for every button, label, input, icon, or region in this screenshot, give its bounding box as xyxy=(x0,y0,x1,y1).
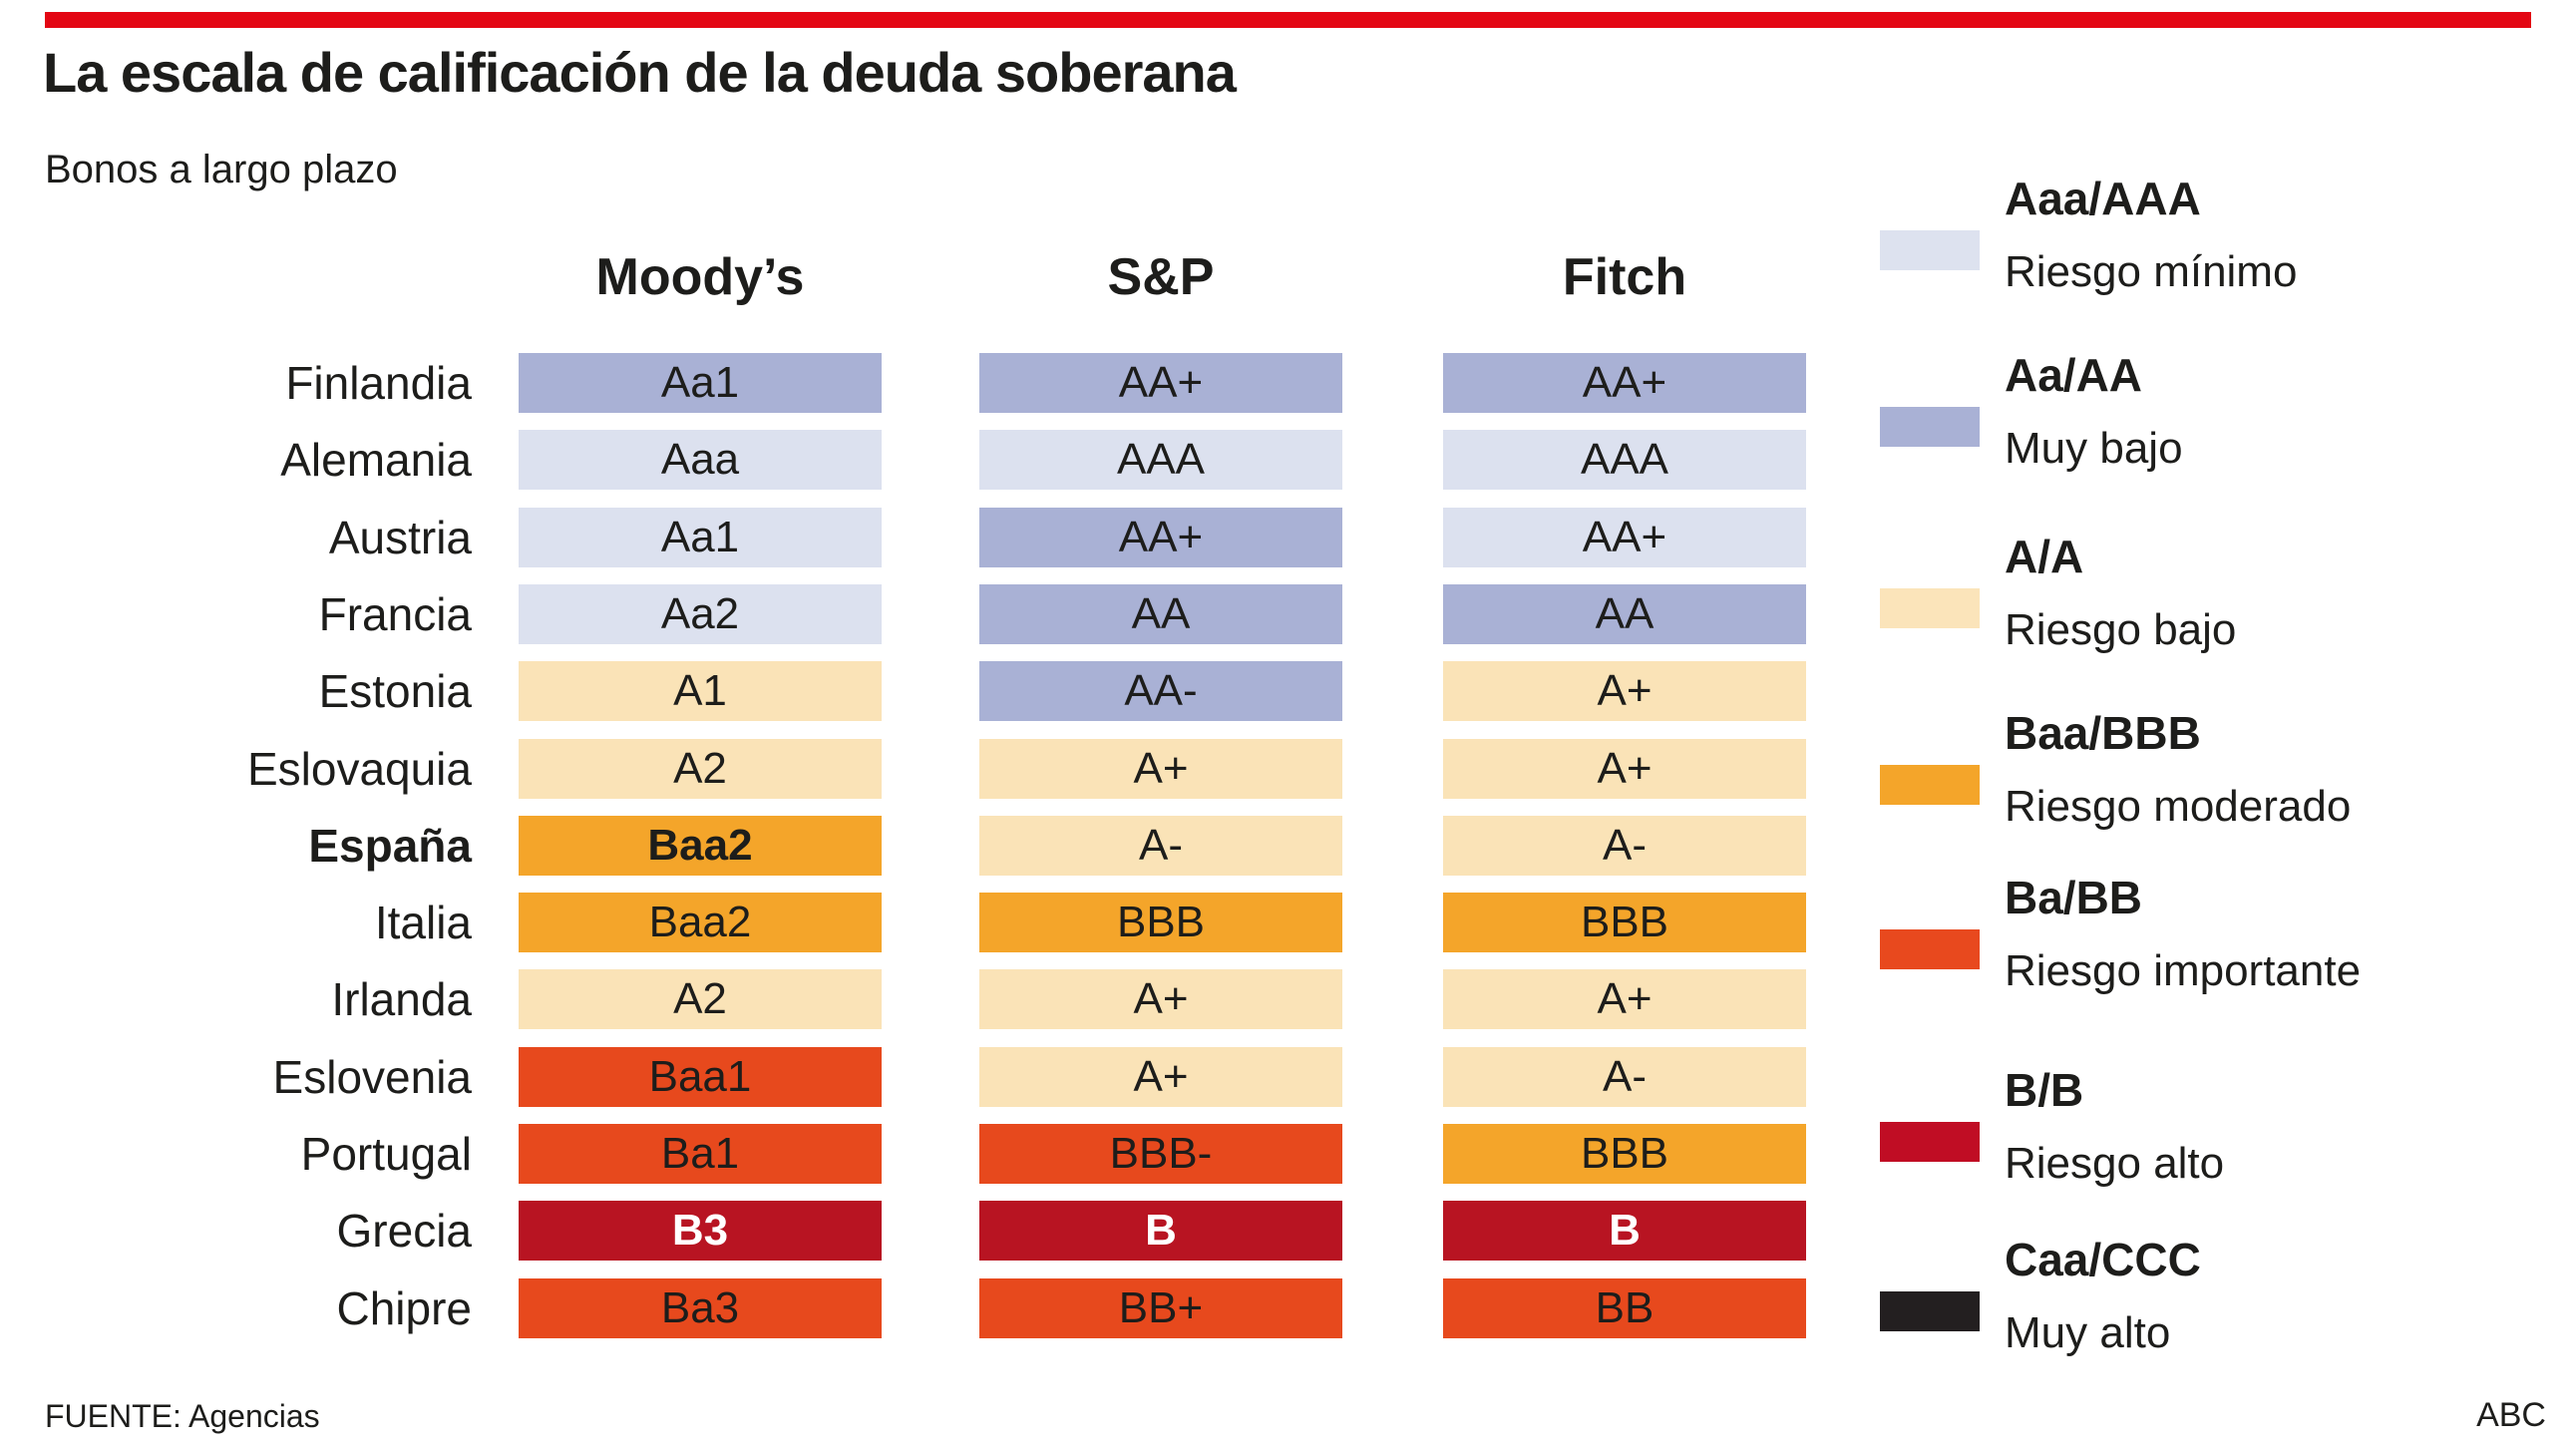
legend-swatch xyxy=(1880,1122,1980,1162)
country-label: Italia xyxy=(374,897,472,948)
rating-cell: A2 xyxy=(519,969,882,1029)
rating-cell: Baa1 xyxy=(519,1047,882,1107)
country-label: Grecia xyxy=(336,1205,472,1257)
legend-description: Riesgo importante xyxy=(2005,946,2362,995)
page-subtitle: Bonos a largo plazo xyxy=(45,148,398,191)
source-note: FUENTE: Agencias xyxy=(45,1398,320,1434)
legend-label: A/A xyxy=(2005,531,2084,582)
rating-cell: BBB xyxy=(979,893,1342,952)
rating-cell: AA+ xyxy=(979,508,1342,567)
rating-cell: A- xyxy=(1443,1047,1806,1107)
rating-cell: A+ xyxy=(1443,661,1806,721)
country-label: Francia xyxy=(318,588,472,640)
rating-cell: AA- xyxy=(979,661,1342,721)
rating-cell: Ba1 xyxy=(519,1124,882,1184)
column-header-fitch: Fitch xyxy=(1562,248,1687,306)
rating-cell: A2 xyxy=(519,739,882,799)
legend-label: Caa/CCC xyxy=(2005,1234,2201,1285)
legend-swatch xyxy=(1880,929,1980,969)
legend-description: Riesgo alto xyxy=(2005,1139,2225,1188)
legend-description: Riesgo mínimo xyxy=(2005,247,2298,296)
rating-cell: Aaa xyxy=(519,430,882,490)
rating-cell: BBB- xyxy=(979,1124,1342,1184)
legend-label: B/B xyxy=(2005,1064,2084,1116)
rating-cell: A+ xyxy=(979,969,1342,1029)
country-label: Estonia xyxy=(318,665,472,717)
legend-label: Baa/BBB xyxy=(2005,707,2201,759)
rating-cell: Aa1 xyxy=(519,508,882,567)
rating-cell: BBB xyxy=(1443,1124,1806,1184)
country-label: España xyxy=(308,820,472,872)
country-label: Eslovenia xyxy=(272,1051,472,1103)
rating-cell: B xyxy=(979,1201,1342,1261)
country-label: Austria xyxy=(328,512,472,563)
rating-cell: A+ xyxy=(1443,969,1806,1029)
legend-description: Riesgo moderado xyxy=(2005,782,2352,831)
rating-cell: Aa2 xyxy=(519,584,882,644)
rating-cell: A1 xyxy=(519,661,882,721)
legend-label: Ba/BB xyxy=(2005,872,2143,923)
legend-swatch xyxy=(1880,765,1980,805)
rating-cell: B xyxy=(1443,1201,1806,1261)
legend-swatch xyxy=(1880,407,1980,447)
rating-cell: A+ xyxy=(1443,739,1806,799)
rating-cell: AA xyxy=(979,584,1342,644)
column-header-moodys: Moody’s xyxy=(595,248,805,306)
rating-cell: BBB xyxy=(1443,893,1806,952)
legend-description: Muy alto xyxy=(2005,1308,2171,1357)
rating-cell: AA+ xyxy=(1443,353,1806,413)
country-label: Chipre xyxy=(336,1282,472,1334)
legend-description: Muy bajo xyxy=(2005,424,2183,473)
brand-logo: ABC xyxy=(2476,1396,2546,1434)
legend-swatch xyxy=(1880,588,1980,628)
rating-cell: B3 xyxy=(519,1201,882,1261)
country-label: Alemania xyxy=(280,434,472,486)
legend-description: Riesgo bajo xyxy=(2005,605,2237,654)
legend-swatch xyxy=(1880,230,1980,270)
rating-cell: Baa2 xyxy=(519,893,882,952)
country-label: Eslovaquia xyxy=(246,743,472,795)
country-label: Finlandia xyxy=(285,357,472,409)
rating-cell: AA+ xyxy=(1443,508,1806,567)
rating-cell: Baa2 xyxy=(519,816,882,876)
rating-cell: Aa1 xyxy=(519,353,882,413)
rating-cell: AA+ xyxy=(979,353,1342,413)
rating-cell: A+ xyxy=(979,1047,1342,1107)
rating-cell: BB xyxy=(1443,1278,1806,1338)
rating-cell: A- xyxy=(1443,816,1806,876)
page-title: La escala de calificación de la deuda so… xyxy=(43,41,1237,104)
legend-label: Aa/AA xyxy=(2005,349,2143,401)
legend-swatch xyxy=(1880,1291,1980,1331)
column-header-sp: S&P xyxy=(1107,248,1215,306)
rating-cell: AA xyxy=(1443,584,1806,644)
rating-cell: AAA xyxy=(979,430,1342,490)
country-label: Irlanda xyxy=(331,973,472,1025)
top-rule-bar xyxy=(45,12,2531,28)
legend-label: Aaa/AAA xyxy=(2005,173,2201,224)
rating-cell: Ba3 xyxy=(519,1278,882,1338)
rating-cell: A+ xyxy=(979,739,1342,799)
country-label: Portugal xyxy=(300,1128,472,1180)
rating-cell: AAA xyxy=(1443,430,1806,490)
rating-cell: BB+ xyxy=(979,1278,1342,1338)
rating-cell: A- xyxy=(979,816,1342,876)
